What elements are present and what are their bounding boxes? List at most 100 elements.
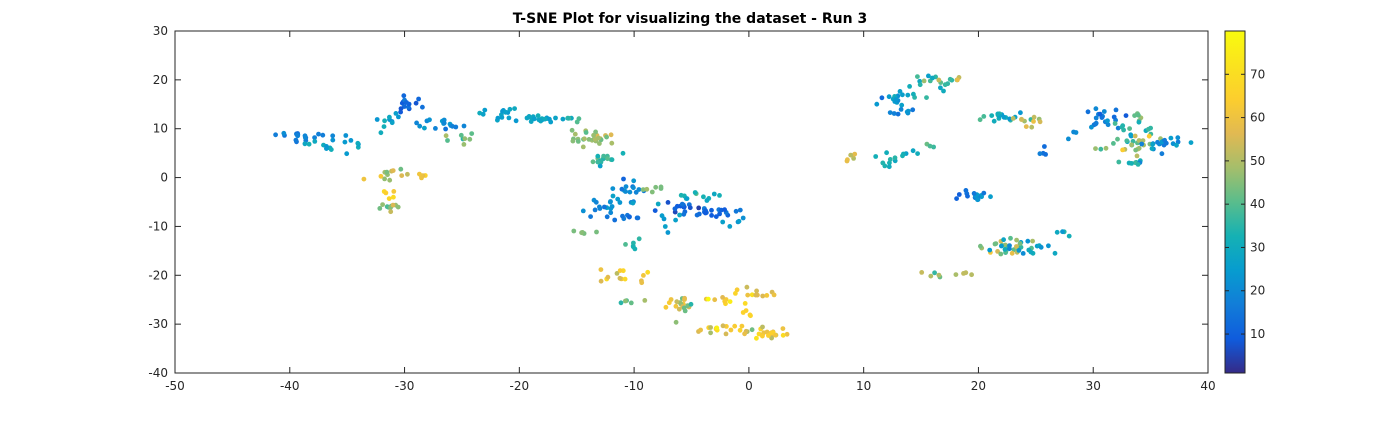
- scatter-point: [956, 192, 962, 197]
- scatter-point: [342, 139, 348, 145]
- scatter-point: [1168, 135, 1174, 141]
- scatter-point: [676, 306, 682, 312]
- scatter-point: [727, 224, 733, 229]
- scatter-point: [537, 117, 543, 123]
- scatter-point: [1008, 235, 1013, 241]
- scatter-point: [1016, 248, 1022, 253]
- scatter-point: [1148, 125, 1153, 131]
- scatter-point: [608, 132, 614, 138]
- scatter-point: [696, 211, 702, 217]
- scatter-point: [631, 178, 637, 184]
- scatter-point: [644, 186, 650, 192]
- scatter-point: [1103, 145, 1109, 151]
- scatter-point: [622, 276, 628, 282]
- scatter-point: [609, 157, 615, 163]
- scatter-point: [678, 192, 684, 198]
- scatter-point: [528, 119, 534, 124]
- scatter-point: [649, 189, 655, 195]
- scatter-point: [535, 113, 541, 119]
- scatter-point: [1124, 138, 1130, 144]
- scatter-point: [1031, 114, 1037, 120]
- scatter-point: [897, 89, 903, 94]
- scatter-point: [749, 327, 755, 333]
- scatter-point: [891, 111, 897, 116]
- scatter-point: [316, 131, 321, 137]
- scatter-point: [1136, 138, 1142, 143]
- scatter-point: [720, 219, 726, 225]
- scatter-point: [936, 272, 942, 278]
- scatter-point: [399, 173, 405, 179]
- scatter-point: [1139, 141, 1145, 147]
- scatter-point: [698, 327, 703, 333]
- x-tick-label: 30: [1086, 379, 1101, 393]
- scatter-point: [617, 200, 623, 205]
- scatter-point: [737, 207, 743, 213]
- scatter-point: [377, 206, 383, 211]
- scatter-point: [1175, 135, 1181, 141]
- scatter-point: [628, 300, 634, 306]
- scatter-point: [595, 159, 601, 165]
- x-tick-label: -30: [395, 379, 415, 393]
- scatter-point: [780, 326, 786, 331]
- scatter-point: [899, 102, 905, 108]
- scatter-point: [405, 171, 410, 177]
- scatter-point: [627, 214, 632, 220]
- scatter-point: [999, 243, 1004, 249]
- scatter-point: [900, 153, 905, 159]
- scatter-point: [591, 132, 596, 138]
- scatter-point: [1014, 237, 1019, 243]
- scatter-point: [681, 211, 687, 217]
- scatter-point: [1129, 161, 1134, 166]
- scatter-point: [1097, 111, 1103, 117]
- scatter-point: [1037, 151, 1043, 157]
- scatter-point: [1018, 110, 1023, 116]
- scatter-point: [873, 154, 879, 159]
- scatter-point: [981, 114, 987, 119]
- scatter-point: [1123, 113, 1129, 118]
- scatter-point: [433, 125, 438, 131]
- scatter-point: [739, 323, 745, 329]
- scatter-point: [665, 230, 671, 235]
- scatter-point: [1111, 114, 1117, 120]
- scatter-point: [631, 185, 636, 191]
- x-tick-label: 0: [745, 379, 753, 393]
- scatter-point: [1007, 246, 1012, 252]
- scatter-point: [461, 142, 467, 147]
- scatter-point: [917, 82, 923, 88]
- scatter-point: [569, 127, 575, 133]
- scatter-point: [753, 292, 759, 298]
- scatter-point: [666, 300, 672, 306]
- scatter-point: [709, 207, 714, 213]
- scatter-point: [1127, 126, 1132, 131]
- scatter-point: [1174, 142, 1179, 148]
- scatter-point: [343, 133, 349, 138]
- scatter-point: [499, 115, 505, 120]
- scatter-point: [954, 196, 959, 202]
- scatter-point: [998, 251, 1004, 257]
- scatter-point: [330, 137, 336, 143]
- scatter-point: [1025, 238, 1031, 244]
- scatter-point: [328, 147, 334, 153]
- scatter-point: [1019, 116, 1024, 122]
- scatter-point: [995, 111, 1001, 117]
- scatter-point: [965, 193, 970, 199]
- scatter-point: [658, 184, 664, 190]
- scatter-point: [977, 117, 983, 123]
- scatter-point: [674, 299, 680, 305]
- scatter-point: [696, 205, 702, 211]
- scatter-point: [623, 184, 629, 190]
- scatter-point: [524, 115, 530, 121]
- scatter-point: [963, 270, 969, 276]
- scatter-point: [1009, 250, 1015, 256]
- y-axis-ticks: -40 -30 -20 -10 0 10 20 30: [148, 24, 1208, 380]
- scatter-point: [395, 204, 401, 210]
- scatter-point: [1113, 107, 1119, 113]
- scatter-point: [617, 268, 623, 273]
- scatter-point: [701, 194, 706, 200]
- scatter-point: [582, 136, 587, 142]
- scatter-point: [987, 247, 993, 253]
- scatter-point: [384, 169, 390, 175]
- scatter-point: [780, 332, 786, 338]
- scatter-point: [635, 215, 641, 221]
- scatter-point: [1060, 229, 1065, 235]
